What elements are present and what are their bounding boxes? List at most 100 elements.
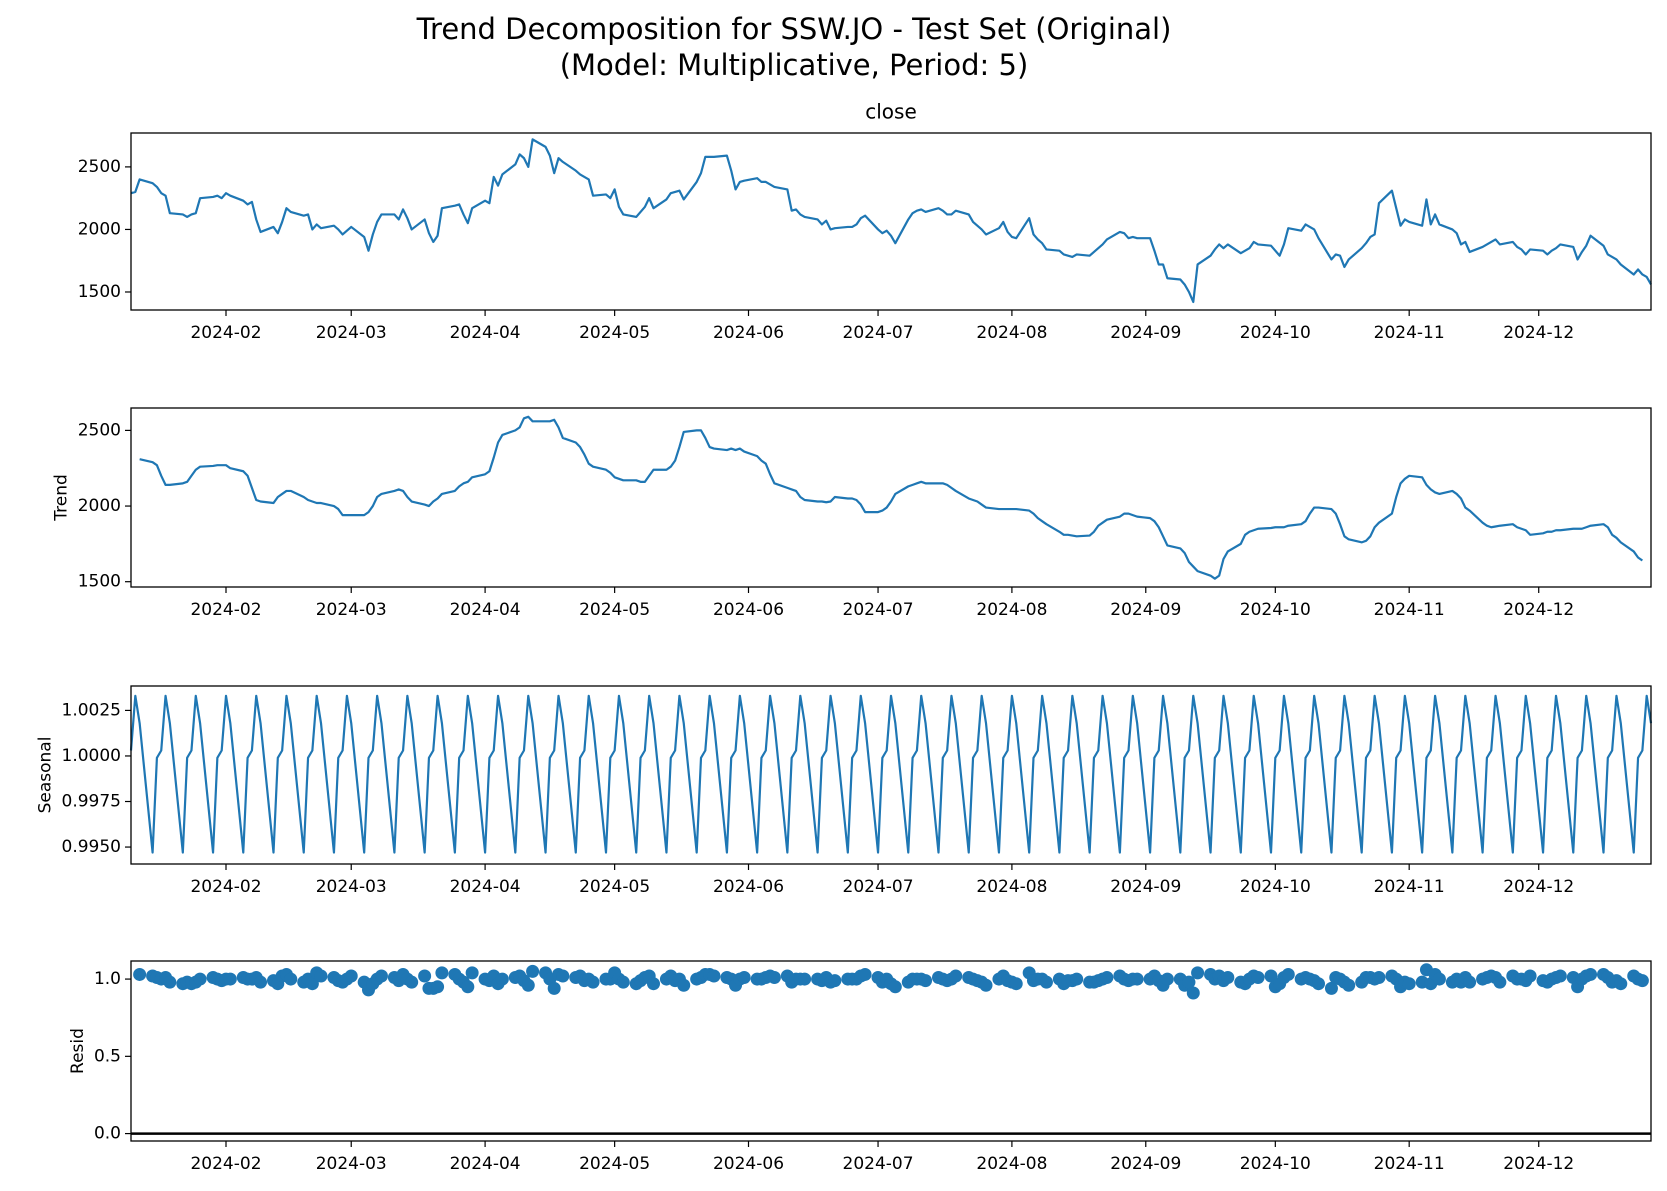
resid-point (1553, 969, 1567, 983)
resid-point (254, 975, 268, 989)
resid-point (193, 972, 207, 986)
x-tick-label: 2024-05 (579, 600, 650, 620)
resid-point (223, 972, 237, 986)
axes-frame (130, 685, 1652, 865)
y-tick-label: 1.0025 (62, 700, 121, 720)
resid-point (1100, 971, 1114, 985)
y-tick-label: 1.0000 (62, 746, 121, 766)
resid-point (1463, 975, 1477, 989)
x-tick-label: 2024-10 (1240, 600, 1311, 620)
y-tick-label: 1500 (78, 282, 121, 302)
axes-frame (130, 960, 1652, 1142)
x-tick-label: 2024-06 (713, 877, 784, 897)
x-tick-label: 2024-08 (976, 600, 1047, 620)
resid-point (163, 975, 177, 989)
resid-point (1372, 971, 1386, 985)
x-tick-label: 2024-08 (976, 877, 1047, 897)
x-tick-label: 2024-03 (316, 1154, 387, 1174)
x-tick-label: 2024-02 (190, 1154, 261, 1174)
series-line (130, 138, 1652, 304)
y-tick-label: 1.0 (94, 969, 121, 989)
y-tick-label: 2000 (78, 219, 121, 239)
x-tick-label: 2024-12 (1503, 1154, 1574, 1174)
x-tick-label: 2024-06 (713, 1154, 784, 1174)
resid-point (1614, 977, 1628, 991)
resid-point (767, 971, 781, 985)
resid-point (1264, 969, 1278, 983)
series-line (129, 694, 1653, 854)
x-tick-label: 2024-10 (1240, 1154, 1311, 1174)
resid-point (1160, 972, 1174, 986)
y-tick-label: 0.9950 (62, 837, 121, 857)
resid-point (556, 969, 570, 983)
x-tick-label: 2024-10 (1240, 323, 1311, 343)
resid-point (374, 969, 388, 983)
y-tick-label: 2500 (78, 420, 121, 440)
series-line (139, 415, 1643, 580)
resid-point (1251, 971, 1265, 985)
x-tick-label: 2024-04 (450, 323, 521, 343)
y-tick-label: 0.9975 (62, 792, 121, 812)
x-tick-label: 2024-09 (1110, 323, 1181, 343)
x-tick-label: 2024-02 (190, 600, 261, 620)
x-tick-label: 2024-08 (976, 1154, 1047, 1174)
axes-frame (130, 132, 1652, 311)
y-axis-label: Resid (68, 1028, 88, 1074)
resid-point (828, 974, 842, 988)
resid-point (1312, 977, 1325, 991)
resid-point (1402, 977, 1416, 991)
resid-point (1039, 975, 1053, 989)
x-tick-label: 2024-11 (1374, 1154, 1445, 1174)
x-tick-label: 2024-04 (450, 1154, 521, 1174)
y-tick-label: 0.5 (94, 1046, 121, 1066)
resid-point (284, 972, 298, 986)
y-tick-label: 2500 (78, 157, 121, 177)
figure-subtitle: (Model: Multiplicative, Period: 5) (560, 48, 1029, 82)
resid-point (431, 980, 445, 994)
resid-point (647, 977, 660, 991)
resid-point (314, 969, 328, 983)
x-tick-label: 2024-12 (1503, 877, 1574, 897)
resid-point (526, 964, 540, 978)
y-axis-label: Seasonal (36, 737, 56, 814)
x-tick-label: 2024-05 (579, 877, 650, 897)
x-tick-label: 2024-04 (450, 600, 521, 620)
resid-point (979, 978, 993, 992)
resid-point (133, 967, 147, 981)
resid-point (1186, 986, 1200, 1000)
x-tick-label: 2024-09 (1110, 600, 1181, 620)
resid-point (1523, 969, 1537, 983)
figure-title: Trend Decomposition for SSW.JO - Test Se… (416, 12, 1172, 46)
resid-point (616, 975, 630, 989)
resid-point (737, 971, 751, 985)
resid-point (418, 969, 432, 983)
resid-point (798, 972, 812, 986)
resid-point (1130, 972, 1144, 986)
x-tick-label: 2024-09 (1110, 1154, 1181, 1174)
x-tick-label: 2024-03 (316, 323, 387, 343)
resid-point (1432, 972, 1446, 986)
x-tick-label: 2024-07 (843, 600, 914, 620)
x-tick-label: 2024-09 (1110, 877, 1181, 897)
resid-point (1324, 981, 1338, 995)
resid-point (1584, 967, 1598, 981)
resid-point (1070, 972, 1084, 986)
resid-point (949, 969, 963, 983)
y-tick-label: 2000 (78, 496, 121, 516)
x-tick-label: 2024-02 (190, 323, 261, 343)
resid-point (465, 966, 479, 980)
y-axis-label: Trend (52, 474, 72, 522)
resid-point (1221, 971, 1235, 985)
resid-point (1191, 966, 1205, 980)
x-tick-label: 2024-12 (1503, 323, 1574, 343)
y-tick-label: 1500 (78, 572, 121, 592)
resid-point (461, 980, 475, 994)
resid-point (495, 972, 509, 986)
resid-point (707, 969, 721, 983)
x-tick-label: 2024-04 (450, 877, 521, 897)
x-tick-label: 2024-03 (316, 877, 387, 897)
resid-point (547, 981, 561, 995)
resid-point (435, 966, 449, 980)
resid-point (405, 975, 419, 989)
